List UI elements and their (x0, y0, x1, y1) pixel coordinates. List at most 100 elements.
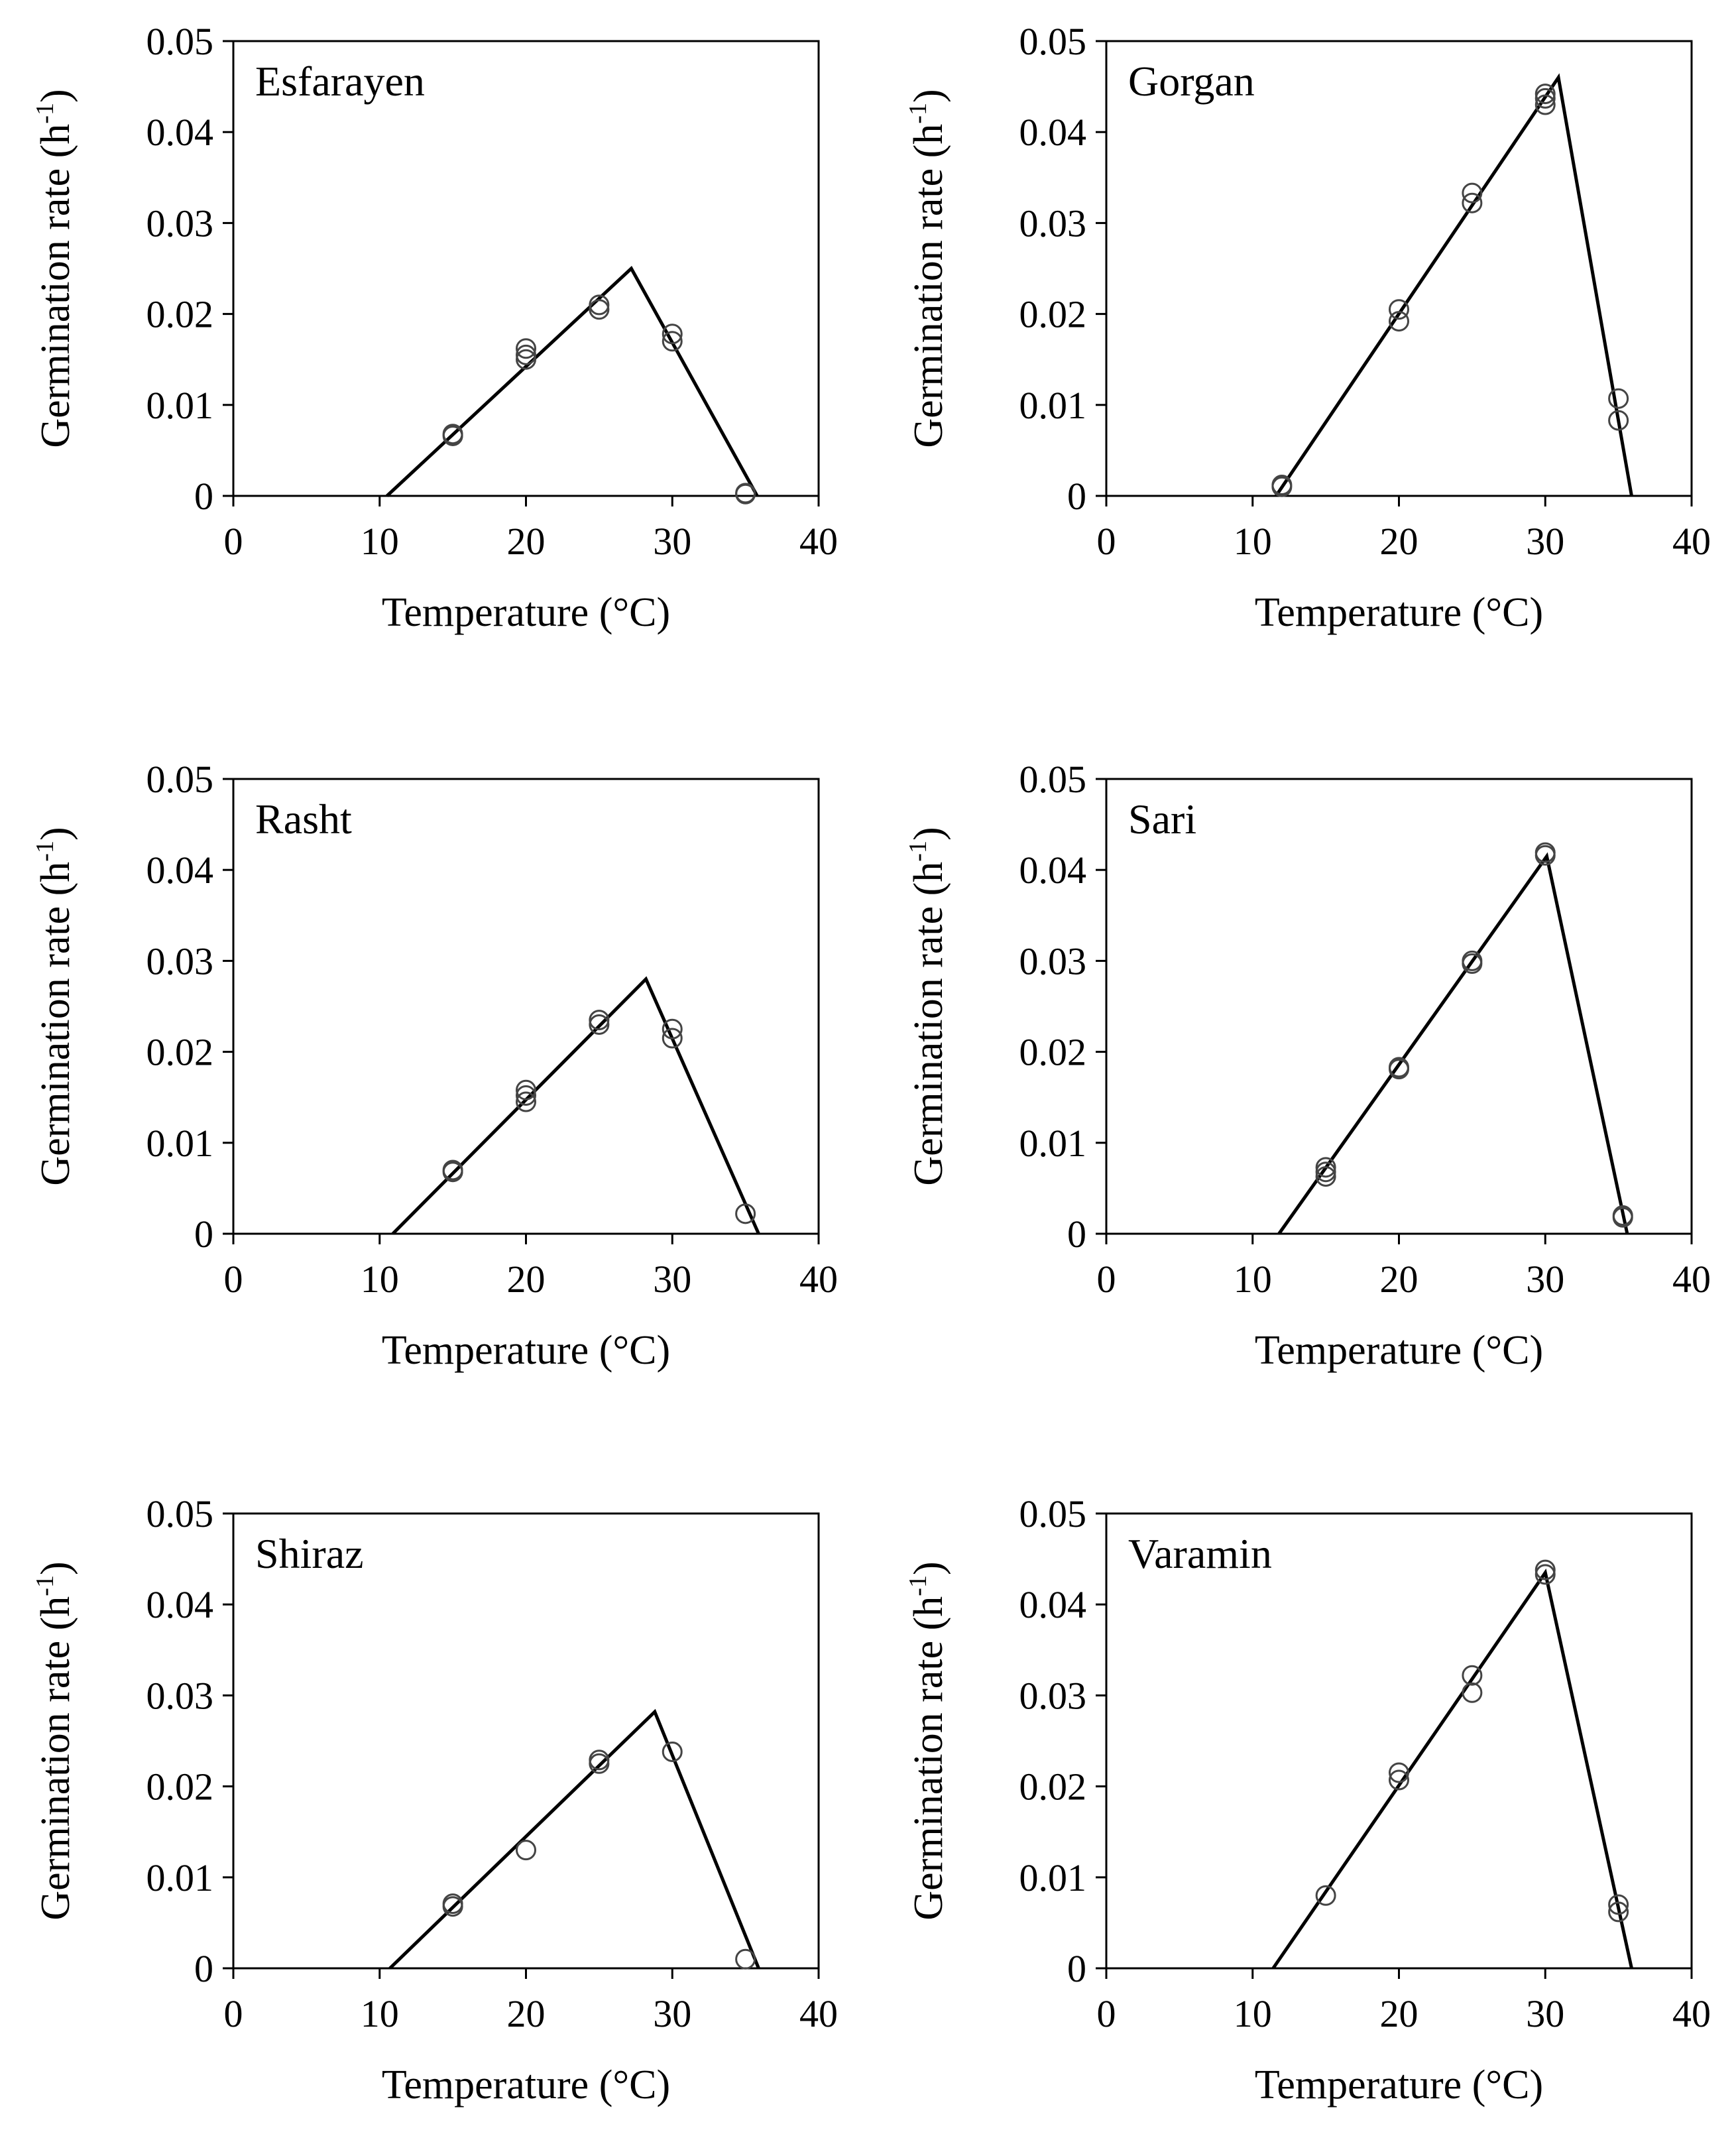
data-point (1534, 94, 1556, 115)
y-tick-label: 0.01 (1019, 1856, 1087, 1899)
x-tick-label: 0 (224, 1258, 243, 1301)
x-tick-label: 20 (1380, 1992, 1418, 2035)
y-axis-title-superscript: -1 (904, 1575, 932, 1596)
y-tick-label: 0.04 (146, 1583, 214, 1626)
chart-panel-3: 0 0.01 0.02 0.03 0.04 0.05 0 10 20 30 40 Temperatur… (31, 758, 838, 1373)
data-point (1534, 84, 1556, 105)
data-point (516, 1085, 536, 1106)
data-point (1462, 950, 1483, 971)
data-point (1315, 1157, 1336, 1178)
data-point (516, 338, 536, 359)
data-point (1271, 475, 1293, 496)
y-tick-label: 0.03 (1019, 1674, 1087, 1717)
x-tick-label: 40 (1672, 1258, 1711, 1301)
y-axis-title-close: ) (906, 89, 951, 103)
x-tick-label: 30 (653, 1258, 691, 1301)
y-tick-label: 0.05 (1019, 20, 1087, 63)
fit-line (391, 976, 760, 1235)
plot-frame (1105, 1512, 1693, 1970)
panel-title: Gorgan (1128, 58, 1255, 105)
data-point (516, 1840, 536, 1861)
y-axis-title-close: ) (33, 827, 78, 841)
y-tick-label: 0.01 (146, 384, 214, 427)
y-tick-label: 0.02 (1019, 1031, 1087, 1074)
panel-title: Esfarayen (255, 58, 425, 105)
data-point (516, 1091, 536, 1112)
y-axis-title-main: Germination rate (h (906, 124, 951, 448)
x-tick-label: 0 (224, 520, 243, 563)
chart-panel-4: 0 0.01 0.02 0.03 0.04 0.05 0 10 20 30 40 Temperatur… (904, 758, 1711, 1373)
y-tick-label: 0.05 (146, 1492, 214, 1535)
x-tick-label: 30 (1526, 1992, 1564, 2035)
data-point (1315, 1166, 1336, 1187)
data-point (662, 1028, 683, 1049)
data-point (442, 1159, 463, 1181)
x-axis-title: Temperature (°C) (1255, 1328, 1543, 1373)
x-tick-label: 40 (799, 1992, 838, 2035)
chart-panel-1: 0 0.01 0.02 0.03 0.04 0.05 0 10 20 30 40 Temperatur… (31, 20, 838, 635)
data-point (662, 324, 683, 345)
y-tick-label: 0 (1067, 1947, 1086, 1990)
data-point (589, 1750, 610, 1771)
y-axis-title-main: Germination rate (h (33, 1596, 78, 1921)
x-tick-label: 20 (507, 1992, 546, 2035)
y-axis-title-superscript: -1 (904, 841, 932, 862)
y-tick-label: 0.01 (1019, 1122, 1087, 1165)
data-point (1534, 842, 1556, 863)
data-point (1612, 1205, 1633, 1226)
y-axis-title-superscript: -1 (31, 103, 59, 124)
x-tick-label: 0 (1097, 520, 1116, 563)
y-axis-title-close: ) (33, 1561, 78, 1575)
x-tick-label: 20 (507, 520, 546, 563)
plot-frame (1105, 40, 1693, 497)
data-point (442, 1893, 463, 1915)
y-tick-label: 0.02 (146, 293, 214, 336)
y-axis-title: Germination rate (h-1) (904, 827, 951, 1185)
fit-line (386, 265, 759, 497)
y-tick-label: 0.01 (146, 1122, 214, 1165)
y-tick-label: 0 (1067, 475, 1086, 518)
data-point (1608, 1901, 1629, 1923)
x-tick-label: 30 (653, 1992, 691, 2035)
x-tick-label: 20 (507, 1258, 546, 1301)
x-tick-label: 0 (224, 1992, 243, 2035)
data-point (1462, 1665, 1483, 1686)
x-tick-label: 40 (1672, 520, 1711, 563)
data-point (735, 483, 756, 504)
y-tick-label: 0 (194, 1947, 213, 1990)
chart-panel-5: 0 0.01 0.02 0.03 0.04 0.05 0 10 20 30 40 Temperatur… (31, 1492, 838, 2108)
y-axis-title-superscript: -1 (904, 103, 932, 124)
y-tick-label: 0 (194, 475, 213, 518)
x-tick-label: 0 (1097, 1992, 1116, 2035)
x-tick-label: 10 (1234, 520, 1272, 563)
x-tick-label: 10 (1234, 1992, 1272, 2035)
x-tick-label: 20 (1380, 1258, 1418, 1301)
y-tick-label: 0.05 (1019, 1492, 1087, 1535)
y-axis-title-main: Germination rate (h (906, 862, 951, 1186)
y-axis-title-main: Germination rate (h (906, 1596, 951, 1921)
x-tick-label: 10 (361, 520, 399, 563)
data-point (589, 1014, 610, 1035)
data-point (1534, 88, 1556, 109)
data-point (516, 344, 536, 365)
x-tick-label: 30 (1526, 1258, 1564, 1301)
data-point (1462, 182, 1483, 204)
y-axis-title-superscript: -1 (31, 841, 59, 862)
y-tick-label: 0.05 (1019, 758, 1087, 801)
x-axis-title: Temperature (°C) (1255, 590, 1543, 635)
fit-line (1271, 1569, 1633, 1970)
y-tick-label: 0.01 (146, 1856, 214, 1899)
data-point (1389, 1057, 1409, 1078)
panel-title: Shiraz (255, 1530, 364, 1577)
data-point (516, 1079, 536, 1100)
x-tick-label: 10 (361, 1258, 399, 1301)
data-point (1315, 1885, 1336, 1906)
y-tick-label: 0.04 (146, 111, 214, 154)
x-axis-title: Temperature (°C) (1255, 2062, 1543, 2108)
y-tick-label: 0.03 (146, 1674, 214, 1717)
x-tick-label: 20 (1380, 520, 1418, 563)
y-axis-title-superscript: -1 (31, 1575, 59, 1596)
chart-panel-6: 0 0.01 0.02 0.03 0.04 0.05 0 10 20 30 40 Temperatur… (904, 1492, 1711, 2108)
data-point (589, 299, 610, 320)
y-axis-title-close: ) (906, 827, 951, 841)
